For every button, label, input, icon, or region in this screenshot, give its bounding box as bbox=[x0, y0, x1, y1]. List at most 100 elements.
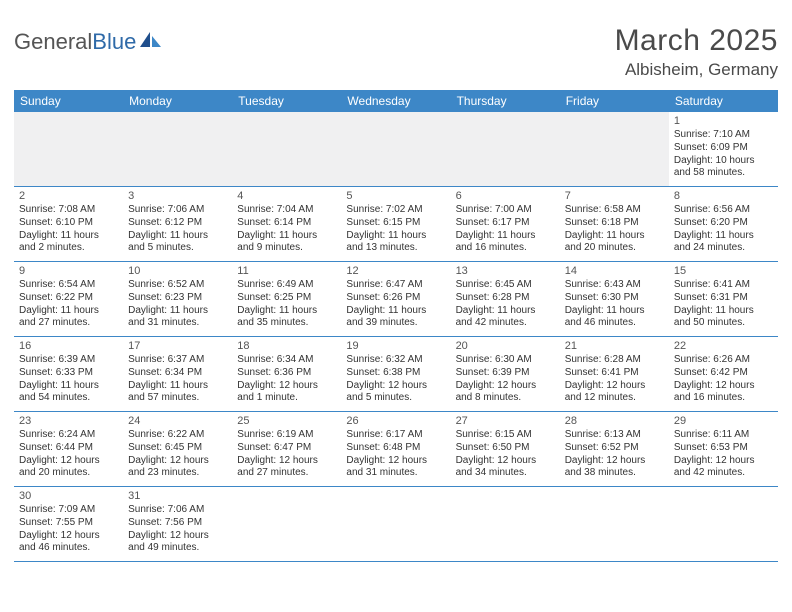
daylight-text: and 31 minutes. bbox=[346, 467, 445, 480]
sunset-text: Sunset: 6:42 PM bbox=[674, 367, 773, 380]
sunset-text: Sunset: 6:53 PM bbox=[674, 442, 773, 455]
sunset-text: Sunset: 6:12 PM bbox=[128, 217, 227, 230]
daylight-text: Daylight: 11 hours bbox=[128, 305, 227, 318]
sunset-text: Sunset: 6:22 PM bbox=[19, 292, 118, 305]
daylight-text: and 8 minutes. bbox=[456, 392, 555, 405]
daylight-text: Daylight: 11 hours bbox=[346, 305, 445, 318]
daylight-text: Daylight: 12 hours bbox=[237, 380, 336, 393]
calendar-cell-blank bbox=[451, 487, 560, 561]
calendar-cell: 9Sunrise: 6:54 AMSunset: 6:22 PMDaylight… bbox=[14, 262, 123, 336]
location: Albisheim, Germany bbox=[615, 60, 778, 80]
day-number: 15 bbox=[674, 264, 773, 278]
daylight-text: Daylight: 11 hours bbox=[128, 380, 227, 393]
day-header: Sunday bbox=[14, 90, 123, 112]
sunset-text: Sunset: 6:26 PM bbox=[346, 292, 445, 305]
day-header: Tuesday bbox=[232, 90, 341, 112]
calendar-row: 9Sunrise: 6:54 AMSunset: 6:22 PMDaylight… bbox=[14, 262, 778, 337]
sunset-text: Sunset: 7:56 PM bbox=[128, 517, 227, 530]
sunrise-text: Sunrise: 6:11 AM bbox=[674, 429, 773, 442]
sunrise-text: Sunrise: 7:08 AM bbox=[19, 204, 118, 217]
daylight-text: Daylight: 12 hours bbox=[346, 455, 445, 468]
sunrise-text: Sunrise: 6:15 AM bbox=[456, 429, 555, 442]
sunrise-text: Sunrise: 6:26 AM bbox=[674, 354, 773, 367]
calendar-cell: 21Sunrise: 6:28 AMSunset: 6:41 PMDayligh… bbox=[560, 337, 669, 411]
day-number: 5 bbox=[346, 189, 445, 203]
calendar-cell: 10Sunrise: 6:52 AMSunset: 6:23 PMDayligh… bbox=[123, 262, 232, 336]
sunset-text: Sunset: 6:25 PM bbox=[237, 292, 336, 305]
sunset-text: Sunset: 6:50 PM bbox=[456, 442, 555, 455]
sunset-text: Sunset: 6:44 PM bbox=[19, 442, 118, 455]
calendar-cell-blank bbox=[232, 487, 341, 561]
day-number: 18 bbox=[237, 339, 336, 353]
sunrise-text: Sunrise: 6:19 AM bbox=[237, 429, 336, 442]
day-number: 12 bbox=[346, 264, 445, 278]
calendar-cell: 14Sunrise: 6:43 AMSunset: 6:30 PMDayligh… bbox=[560, 262, 669, 336]
daylight-text: and 20 minutes. bbox=[565, 242, 664, 255]
sunrise-text: Sunrise: 6:30 AM bbox=[456, 354, 555, 367]
daylight-text: Daylight: 11 hours bbox=[565, 305, 664, 318]
day-number: 30 bbox=[19, 489, 118, 503]
sunrise-text: Sunrise: 6:56 AM bbox=[674, 204, 773, 217]
day-number: 26 bbox=[346, 414, 445, 428]
day-number: 10 bbox=[128, 264, 227, 278]
calendar-cell: 27Sunrise: 6:15 AMSunset: 6:50 PMDayligh… bbox=[451, 412, 560, 486]
daylight-text: Daylight: 12 hours bbox=[128, 455, 227, 468]
calendar-cell: 23Sunrise: 6:24 AMSunset: 6:44 PMDayligh… bbox=[14, 412, 123, 486]
sunset-text: Sunset: 6:30 PM bbox=[565, 292, 664, 305]
daylight-text: Daylight: 12 hours bbox=[565, 455, 664, 468]
calendar-cell-blank bbox=[14, 112, 123, 186]
calendar-cell: 3Sunrise: 7:06 AMSunset: 6:12 PMDaylight… bbox=[123, 187, 232, 261]
month-title: March 2025 bbox=[615, 24, 778, 58]
daylight-text: and 9 minutes. bbox=[237, 242, 336, 255]
daylight-text: Daylight: 11 hours bbox=[19, 380, 118, 393]
page-header: GeneralBlue March 2025 Albisheim, German… bbox=[14, 24, 778, 80]
calendar-row: 16Sunrise: 6:39 AMSunset: 6:33 PMDayligh… bbox=[14, 337, 778, 412]
sunset-text: Sunset: 7:55 PM bbox=[19, 517, 118, 530]
daylight-text: and 13 minutes. bbox=[346, 242, 445, 255]
daylight-text: and 2 minutes. bbox=[19, 242, 118, 255]
sunrise-text: Sunrise: 6:24 AM bbox=[19, 429, 118, 442]
daylight-text: Daylight: 11 hours bbox=[674, 230, 773, 243]
calendar-row: 2Sunrise: 7:08 AMSunset: 6:10 PMDaylight… bbox=[14, 187, 778, 262]
day-number: 13 bbox=[456, 264, 555, 278]
calendar-body: 1Sunrise: 7:10 AMSunset: 6:09 PMDaylight… bbox=[14, 112, 778, 562]
day-number: 3 bbox=[128, 189, 227, 203]
sunrise-text: Sunrise: 6:58 AM bbox=[565, 204, 664, 217]
day-header: Thursday bbox=[451, 90, 560, 112]
sunrise-text: Sunrise: 6:17 AM bbox=[346, 429, 445, 442]
calendar-cell: 15Sunrise: 6:41 AMSunset: 6:31 PMDayligh… bbox=[669, 262, 778, 336]
day-number: 23 bbox=[19, 414, 118, 428]
sunrise-text: Sunrise: 6:47 AM bbox=[346, 279, 445, 292]
day-number: 20 bbox=[456, 339, 555, 353]
daylight-text: Daylight: 11 hours bbox=[237, 230, 336, 243]
sunrise-text: Sunrise: 7:06 AM bbox=[128, 504, 227, 517]
day-header: Monday bbox=[123, 90, 232, 112]
calendar-cell: 7Sunrise: 6:58 AMSunset: 6:18 PMDaylight… bbox=[560, 187, 669, 261]
logo-text-general: General bbox=[14, 29, 92, 55]
sunrise-text: Sunrise: 6:22 AM bbox=[128, 429, 227, 442]
daylight-text: Daylight: 11 hours bbox=[128, 230, 227, 243]
calendar-cell: 22Sunrise: 6:26 AMSunset: 6:42 PMDayligh… bbox=[669, 337, 778, 411]
calendar-cell: 17Sunrise: 6:37 AMSunset: 6:34 PMDayligh… bbox=[123, 337, 232, 411]
daylight-text: Daylight: 11 hours bbox=[19, 305, 118, 318]
sunrise-text: Sunrise: 6:54 AM bbox=[19, 279, 118, 292]
daylight-text: and 12 minutes. bbox=[565, 392, 664, 405]
daylight-text: and 24 minutes. bbox=[674, 242, 773, 255]
sunset-text: Sunset: 6:48 PM bbox=[346, 442, 445, 455]
daylight-text: Daylight: 10 hours bbox=[674, 155, 773, 168]
calendar-cell: 11Sunrise: 6:49 AMSunset: 6:25 PMDayligh… bbox=[232, 262, 341, 336]
daylight-text: Daylight: 11 hours bbox=[456, 305, 555, 318]
calendar-cell: 30Sunrise: 7:09 AMSunset: 7:55 PMDayligh… bbox=[14, 487, 123, 561]
daylight-text: and 49 minutes. bbox=[128, 542, 227, 555]
daylight-text: and 23 minutes. bbox=[128, 467, 227, 480]
title-block: March 2025 Albisheim, Germany bbox=[615, 24, 778, 80]
daylight-text: Daylight: 12 hours bbox=[19, 455, 118, 468]
daylight-text: Daylight: 11 hours bbox=[456, 230, 555, 243]
day-number: 19 bbox=[346, 339, 445, 353]
sunset-text: Sunset: 6:14 PM bbox=[237, 217, 336, 230]
day-number: 27 bbox=[456, 414, 555, 428]
sunset-text: Sunset: 6:34 PM bbox=[128, 367, 227, 380]
day-number: 24 bbox=[128, 414, 227, 428]
calendar-row: 23Sunrise: 6:24 AMSunset: 6:44 PMDayligh… bbox=[14, 412, 778, 487]
daylight-text: and 35 minutes. bbox=[237, 317, 336, 330]
